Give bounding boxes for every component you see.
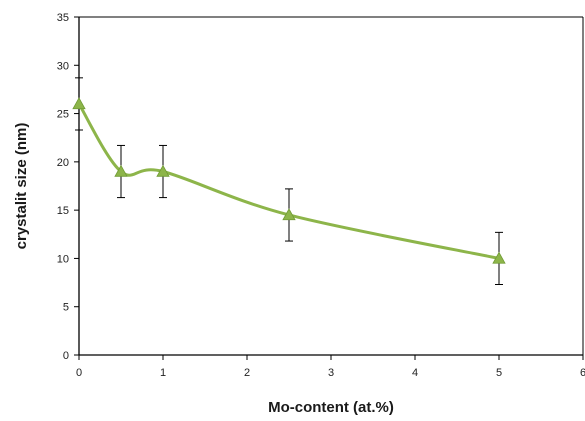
- series-line: [77, 103, 500, 260]
- y-tick-label: 10: [57, 253, 69, 265]
- y-tick-label: 35: [57, 12, 69, 24]
- y-tick-label: 30: [57, 60, 69, 72]
- x-tick-label: 3: [328, 367, 334, 379]
- data-point-marker: [72, 97, 86, 110]
- x-tick-label: 0: [76, 367, 82, 379]
- series-layer: [72, 77, 506, 286]
- x-tick-label: 4: [412, 367, 418, 379]
- y-tick-label: 15: [57, 205, 69, 217]
- x-tick-label: 1: [160, 367, 166, 379]
- plot-area: [78, 16, 584, 356]
- x-axis-title: Mo-content (at.%): [268, 399, 394, 416]
- x-tick-label: 2: [244, 367, 250, 379]
- data-point-marker: [492, 251, 506, 264]
- x-tick-label: 5: [496, 367, 502, 379]
- x-tick-label: 6: [580, 367, 585, 379]
- y-tick-label: 5: [63, 302, 69, 314]
- x-axis-ticks: 0 1 2 3 4 5 6: [76, 355, 585, 379]
- y-axis-ticks: 0 5 10 15 20 25 30 35: [57, 12, 79, 362]
- data-point-marker: [156, 164, 170, 177]
- data-point-marker: [114, 164, 128, 177]
- y-tick-label: 20: [57, 157, 69, 169]
- y-tick-label: 0: [63, 350, 69, 362]
- y-tick-label: 25: [57, 109, 69, 121]
- y-axis-title: crystalit size (nm): [13, 123, 30, 250]
- data-point-marker: [282, 208, 296, 221]
